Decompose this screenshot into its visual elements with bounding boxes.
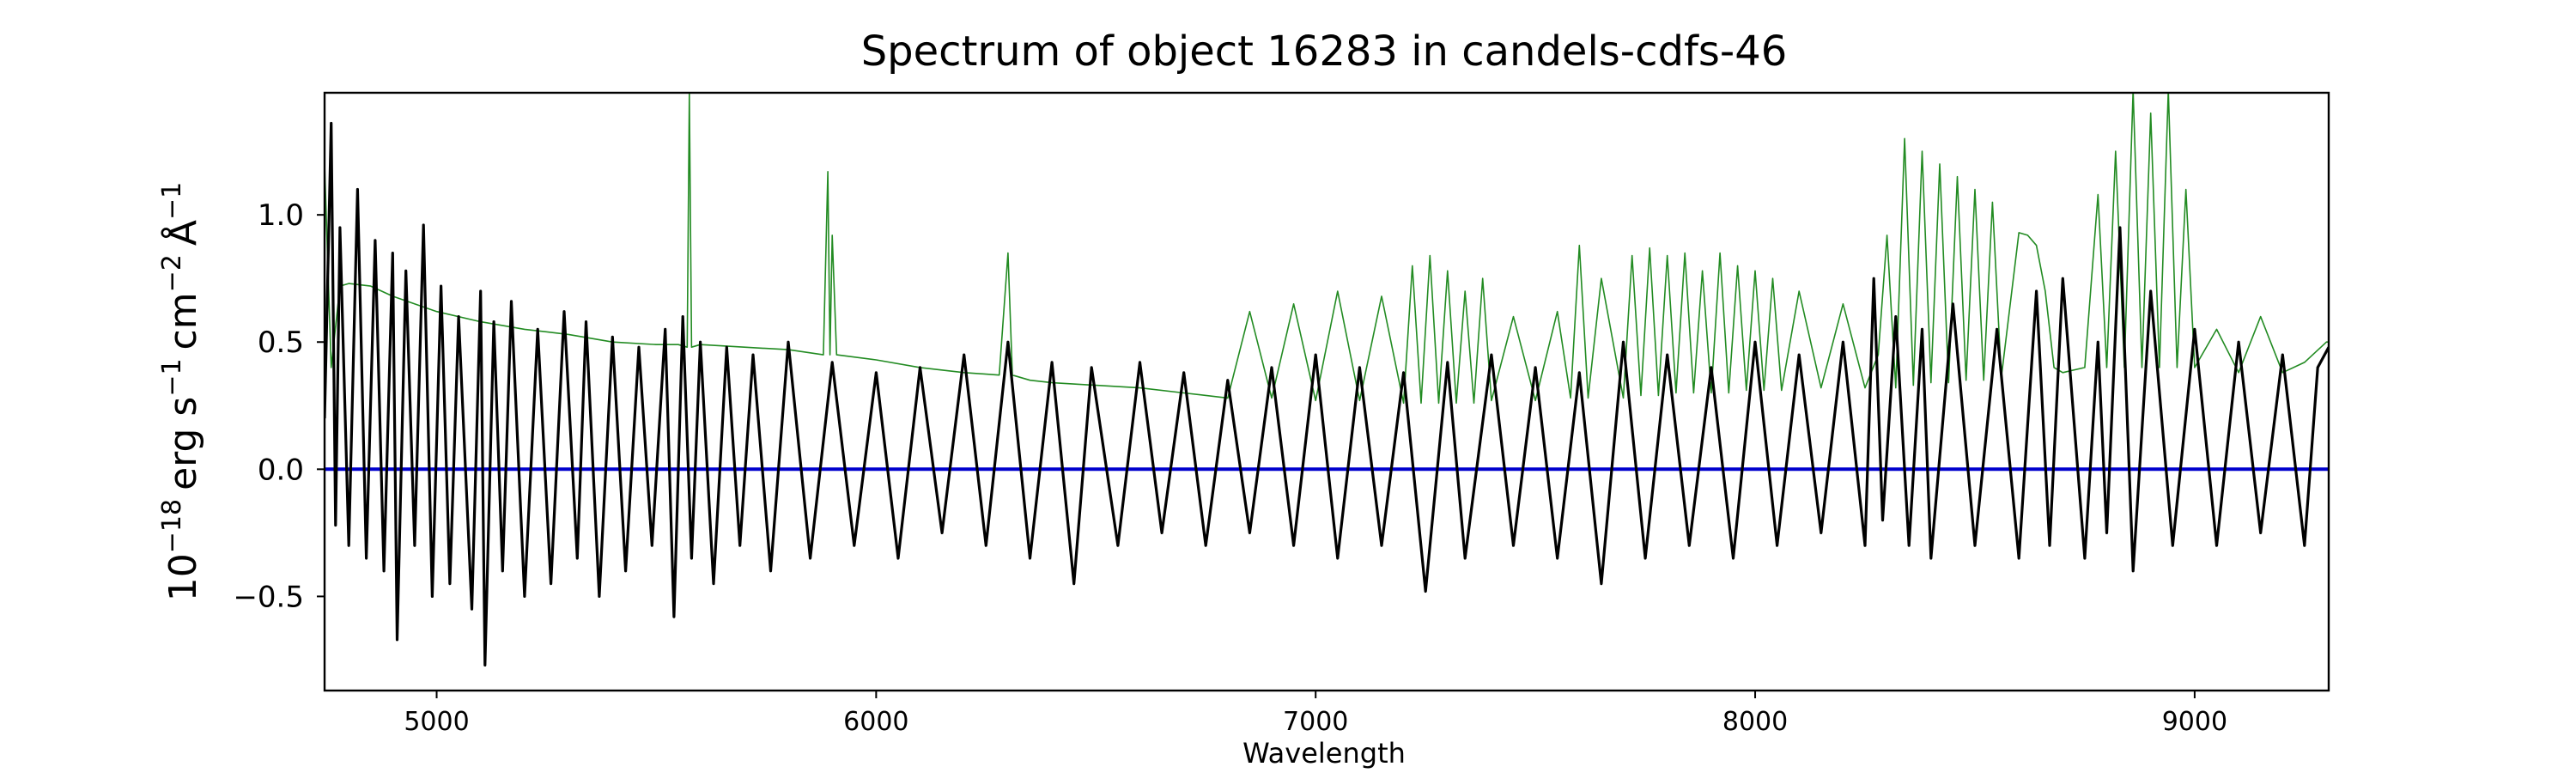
y-axis-label-unit1: erg s [161,397,205,490]
x-axis-label: Wavelength [1242,737,1406,770]
chart-title: Spectrum of object 16283 in candels-cdfs… [861,27,1788,76]
y-axis-label-unit3: Å [160,220,205,246]
y-axis-label: 10−18erg s−1cm−2Å−1 [157,182,205,601]
x-tick-label: 5000 [404,707,469,737]
y-axis-label-base: 10 [161,553,205,601]
plot-area [325,93,2329,667]
y-tick-label: 0.5 [258,326,304,360]
flux-line [325,121,2329,667]
y-axis-label-unit1-exp: −1 [157,358,187,396]
y-axis-label-unit2-exp: −2 [157,254,187,292]
x-tick-label: 6000 [843,707,908,737]
y-axis-label-unit3-exp: −1 [157,182,187,220]
y-axis-label-unit2: cm [161,292,205,350]
y-tick-label: −0.5 [233,580,304,614]
y-tick-label: 0.0 [258,453,304,487]
series-layer [325,93,2329,667]
x-axis: 5000 6000 7000 8000 9000 [404,691,2227,737]
x-tick-label: 7000 [1283,707,1348,737]
y-axis: −0.5 0.0 0.5 1.0 [233,198,325,614]
x-tick-label: 9000 [2162,707,2227,737]
y-tick-label: 1.0 [258,198,304,233]
y-axis-label-base-exp: −18 [157,499,187,553]
x-tick-label: 8000 [1722,707,1788,737]
axes-frame [323,91,2330,692]
